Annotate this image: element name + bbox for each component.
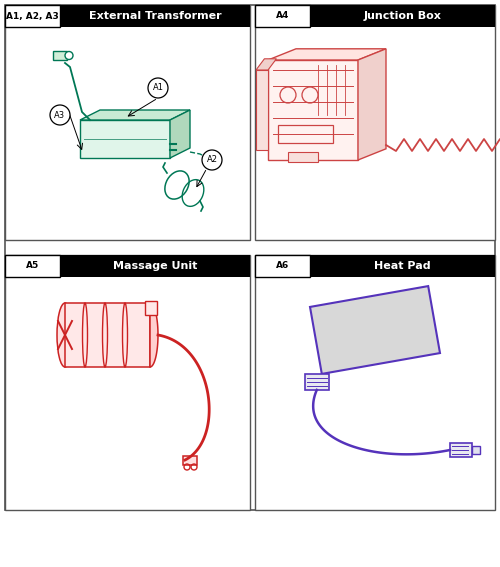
- Text: A3: A3: [54, 111, 66, 120]
- Bar: [288, 152, 318, 162]
- Circle shape: [50, 105, 70, 125]
- Text: Massage Unit: Massage Unit: [113, 261, 197, 271]
- Polygon shape: [256, 59, 276, 70]
- Text: A1: A1: [152, 83, 164, 92]
- Bar: [5, 5, 60, 27]
- Bar: [5, 5, 250, 240]
- Bar: [5, 255, 250, 510]
- Circle shape: [148, 78, 168, 98]
- Bar: [5, 255, 60, 277]
- Text: A6: A6: [276, 261, 289, 270]
- Bar: [53, 51, 67, 60]
- Bar: [305, 374, 329, 390]
- Polygon shape: [268, 49, 386, 60]
- Text: Junction Box: Junction Box: [364, 11, 442, 21]
- Text: External Transformer: External Transformer: [88, 11, 222, 21]
- Text: Heat Pad: Heat Pad: [374, 261, 431, 271]
- Bar: [60, 255, 250, 277]
- Bar: [450, 443, 472, 457]
- Polygon shape: [150, 303, 158, 367]
- Polygon shape: [268, 60, 358, 160]
- Text: A5: A5: [26, 261, 39, 270]
- Polygon shape: [170, 110, 190, 158]
- Bar: [310, 255, 495, 277]
- Bar: [255, 255, 310, 277]
- Bar: [255, 5, 495, 240]
- Bar: [255, 5, 310, 27]
- Text: A2: A2: [206, 155, 218, 164]
- Bar: [60, 5, 250, 27]
- Bar: [145, 301, 157, 315]
- Bar: [472, 446, 480, 454]
- Circle shape: [65, 52, 73, 60]
- Bar: [5, 5, 495, 510]
- Polygon shape: [80, 110, 190, 120]
- Bar: [310, 5, 495, 27]
- Bar: [278, 125, 333, 143]
- Polygon shape: [310, 286, 440, 374]
- Polygon shape: [256, 70, 268, 150]
- Text: A4: A4: [276, 11, 289, 20]
- Text: A1, A2, A3: A1, A2, A3: [6, 11, 59, 20]
- Ellipse shape: [57, 303, 73, 367]
- Polygon shape: [358, 49, 386, 160]
- Polygon shape: [80, 120, 170, 158]
- Bar: [183, 456, 197, 465]
- Bar: [255, 255, 495, 510]
- Circle shape: [202, 150, 222, 170]
- Polygon shape: [65, 303, 150, 367]
